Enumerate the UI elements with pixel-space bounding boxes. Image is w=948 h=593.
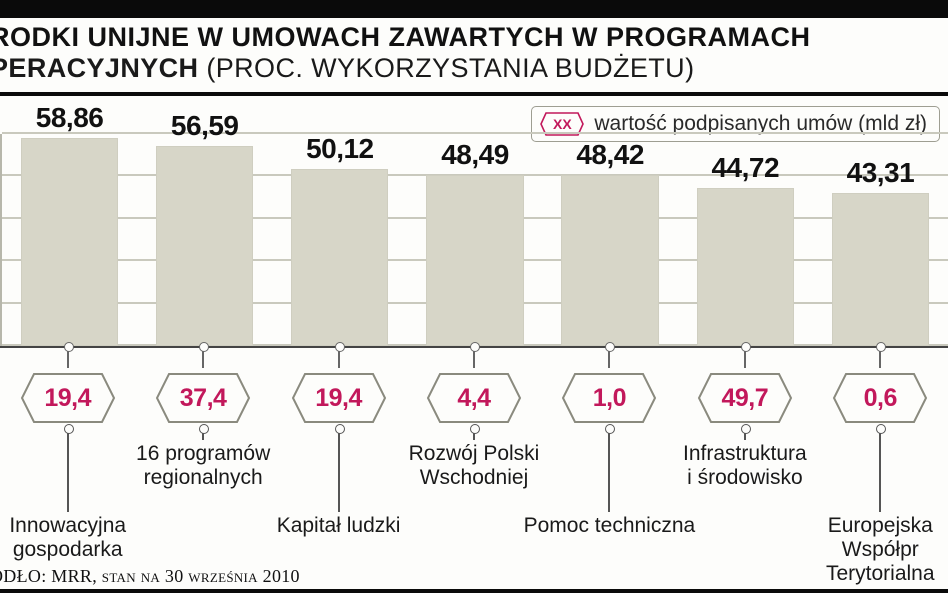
axis-tick xyxy=(202,346,204,368)
axis-tick xyxy=(67,346,69,368)
bar-column: 48,49 xyxy=(407,134,542,346)
hex-column: 19,4 xyxy=(271,368,406,428)
axis-tick xyxy=(473,346,475,368)
hex-value: 37,4 xyxy=(155,371,251,425)
bar-value: 43,31 xyxy=(813,157,948,189)
hex-value: 4,4 xyxy=(426,371,522,425)
bar-column: 58,86 xyxy=(2,134,137,346)
bar-value: 58,86 xyxy=(2,102,137,134)
hex-column: 37,4 xyxy=(135,368,270,428)
bar-column: 56,59 xyxy=(137,134,272,346)
hex-badge: 49,7 xyxy=(697,371,793,425)
axis-tick xyxy=(608,346,610,368)
bar-column: 44,72 xyxy=(678,134,813,346)
bar xyxy=(156,146,253,346)
bar xyxy=(21,138,118,346)
bar-value: 48,42 xyxy=(543,139,678,171)
bar xyxy=(561,175,658,346)
category-label: Rozwój Polski Wschodniej xyxy=(386,442,562,490)
category-label: Pomoc techniczna xyxy=(521,514,697,538)
chart-area: XX wartość podpisanych umów (mld zł) 58,… xyxy=(0,106,948,536)
hex-column: 19,4 xyxy=(0,368,135,428)
leader-line xyxy=(202,428,204,440)
bar-column: 50,12 xyxy=(272,134,407,346)
hex-column: 49,7 xyxy=(677,368,812,428)
plot-area: 58,8656,5950,1248,4948,4244,7243,31 xyxy=(0,134,948,346)
title-line-1: RODKI UNIJNE W UMOWACH ZAWARTYCH W PROGR… xyxy=(0,22,948,53)
hex-badge: 19,4 xyxy=(20,371,116,425)
title-line-2: PERACYJNYCH (PROC. WYKORZYSTANIA BUDŻETU… xyxy=(0,53,948,84)
source-line: ÓDŁO: MRR, stan na 30 września 2010 xyxy=(0,566,300,587)
top-rule xyxy=(0,0,948,18)
hex-column: 1,0 xyxy=(542,368,677,428)
category-label: Kapitał ludzki xyxy=(251,514,427,538)
title-line-2-rest: (PROC. WYKORZYSTANIA BUDŻETU) xyxy=(198,53,694,83)
bar-value: 56,59 xyxy=(137,110,272,142)
leader-line xyxy=(879,428,881,512)
hex-column: 4,4 xyxy=(406,368,541,428)
hex-value: 49,7 xyxy=(697,371,793,425)
hex-badge: 4,4 xyxy=(426,371,522,425)
leader-line xyxy=(744,428,746,440)
bar-column: 48,42 xyxy=(543,134,678,346)
title-block: RODKI UNIJNE W UMOWACH ZAWARTYCH W PROGR… xyxy=(0,18,948,90)
leader-line xyxy=(608,428,610,512)
leader-line xyxy=(338,428,340,512)
bar xyxy=(426,175,523,346)
hex-value: 19,4 xyxy=(291,371,387,425)
bar-value: 48,49 xyxy=(407,139,542,171)
axis-tick xyxy=(744,346,746,368)
bar-value: 50,12 xyxy=(272,133,407,165)
hex-badge: 1,0 xyxy=(561,371,657,425)
bars-row: 58,8656,5950,1248,4948,4244,7243,31 xyxy=(2,134,948,346)
infographic-frame: { "title": { "line1": "RODKI UNIJNE W UM… xyxy=(0,0,948,593)
hex-value: 1,0 xyxy=(561,371,657,425)
bar xyxy=(697,188,794,346)
bar-column: 43,31 xyxy=(813,134,948,346)
bar xyxy=(832,193,929,346)
category-label: Infrastruktura i środowisko xyxy=(657,442,833,490)
hex-badge: 19,4 xyxy=(291,371,387,425)
leader-line xyxy=(67,428,69,512)
bottom-rule xyxy=(0,589,948,593)
title-underline xyxy=(0,92,948,96)
hex-badge: 0,6 xyxy=(832,371,928,425)
axis-tick xyxy=(338,346,340,368)
axis-tick xyxy=(879,346,881,368)
bar-value: 44,72 xyxy=(678,152,813,184)
hex-value: 19,4 xyxy=(20,371,116,425)
bar xyxy=(291,169,388,346)
category-label: Innowacyjna gospodarka xyxy=(0,514,156,562)
hex-column: 0,6 xyxy=(813,368,948,428)
leader-line xyxy=(473,428,475,440)
title-line-2-bold: PERACYJNYCH xyxy=(0,53,198,83)
category-label: Europejska Współpr Terytorialna xyxy=(792,514,948,586)
hex-row: 19,4 37,4 19,4 4,4 1,0 49,7 0,6 xyxy=(0,368,948,428)
hex-badge: 37,4 xyxy=(155,371,251,425)
hex-value: 0,6 xyxy=(832,371,928,425)
labels-layer: Innowacyjna gospodarka 16 programów regio… xyxy=(0,436,948,566)
category-label: 16 programów regionalnych xyxy=(115,442,291,490)
